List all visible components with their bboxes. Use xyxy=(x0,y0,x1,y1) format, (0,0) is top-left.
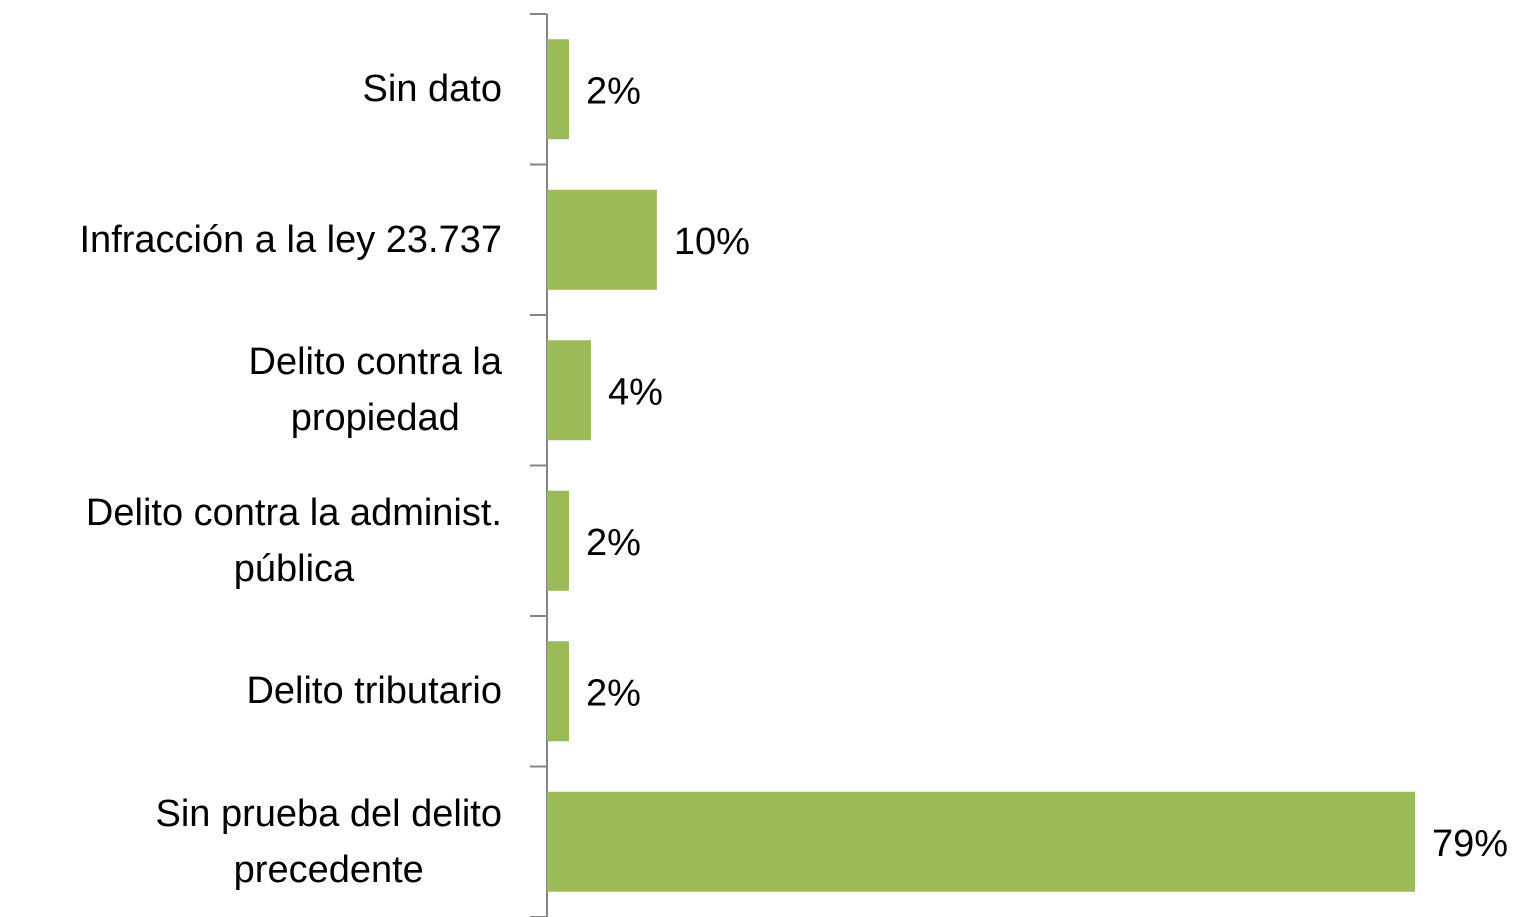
category-label: Delito contra la administ. pública xyxy=(85,491,502,590)
category-label: Delito contra la propiedad xyxy=(248,341,502,440)
bar xyxy=(547,340,591,441)
category-label: Sin prueba del delito precedente xyxy=(155,792,502,891)
bar xyxy=(547,641,569,742)
bar xyxy=(547,490,569,591)
data-label: 4% xyxy=(608,371,663,413)
bar xyxy=(547,791,1415,892)
category-label: Delito tributario xyxy=(246,670,502,713)
category-label: Sin dato xyxy=(362,68,502,111)
bar xyxy=(547,189,657,290)
data-label: 79% xyxy=(1432,823,1508,865)
data-label: 10% xyxy=(674,221,750,263)
data-label: 2% xyxy=(586,672,641,714)
data-label: 2% xyxy=(586,70,641,112)
bar xyxy=(547,39,569,140)
data-label: 2% xyxy=(586,522,641,564)
category-label: Infracción a la ley 23.737 xyxy=(79,218,503,261)
